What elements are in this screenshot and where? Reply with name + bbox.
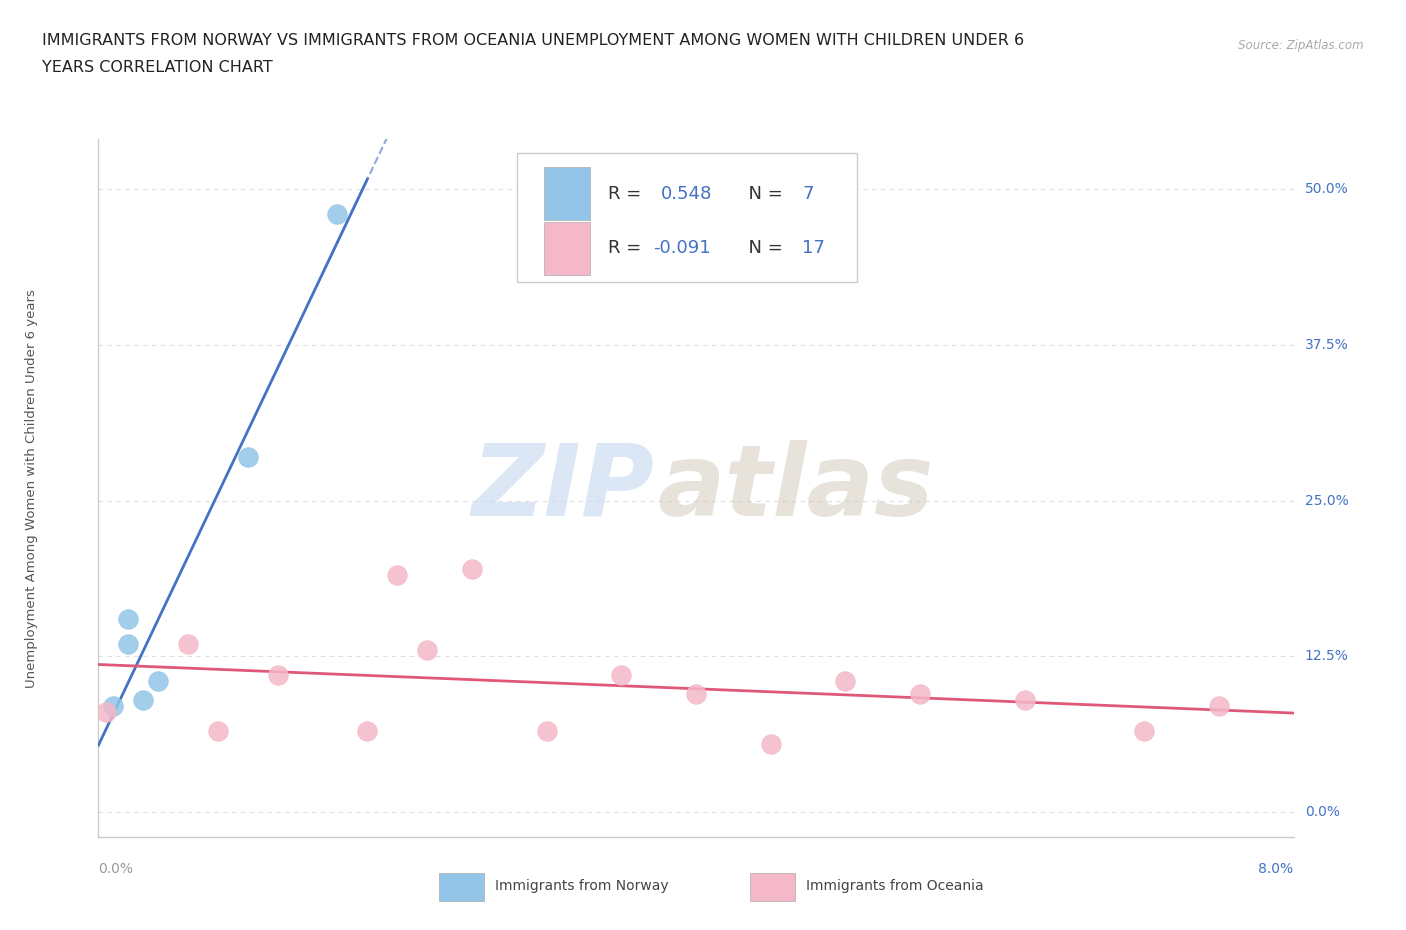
Text: -0.091: -0.091 <box>652 240 710 258</box>
Text: R =: R = <box>607 240 647 258</box>
Point <box>416 643 439 658</box>
Point <box>685 686 707 701</box>
Point <box>1208 698 1230 713</box>
Text: 0.548: 0.548 <box>661 184 713 203</box>
Point <box>132 693 155 708</box>
Text: 7: 7 <box>803 184 814 203</box>
FancyBboxPatch shape <box>439 873 485 901</box>
Point <box>117 636 139 651</box>
Point <box>177 636 200 651</box>
FancyBboxPatch shape <box>749 873 796 901</box>
Point <box>1133 724 1156 738</box>
Text: 0.0%: 0.0% <box>98 862 134 876</box>
Text: 50.0%: 50.0% <box>1305 182 1348 196</box>
Text: 17: 17 <box>803 240 825 258</box>
Text: Immigrants from Norway: Immigrants from Norway <box>495 879 669 893</box>
Point <box>326 206 349 221</box>
Point <box>148 674 170 689</box>
Point <box>536 724 558 738</box>
Point <box>267 668 290 683</box>
Text: R =: R = <box>607 184 647 203</box>
FancyBboxPatch shape <box>544 222 589 274</box>
Point <box>610 668 633 683</box>
Point <box>236 450 259 465</box>
Text: N =: N = <box>737 184 789 203</box>
Text: atlas: atlas <box>658 440 934 537</box>
Point <box>385 568 409 583</box>
FancyBboxPatch shape <box>544 167 589 219</box>
Point <box>1014 693 1036 708</box>
Text: ZIP: ZIP <box>471 440 654 537</box>
Point <box>461 562 484 577</box>
Point <box>207 724 229 738</box>
Text: IMMIGRANTS FROM NORWAY VS IMMIGRANTS FROM OCEANIA UNEMPLOYMENT AMONG WOMEN WITH : IMMIGRANTS FROM NORWAY VS IMMIGRANTS FRO… <box>42 33 1025 47</box>
Text: Immigrants from Oceania: Immigrants from Oceania <box>806 879 984 893</box>
Point <box>759 737 782 751</box>
Text: 0.0%: 0.0% <box>1305 805 1340 819</box>
Point <box>117 612 139 627</box>
Point <box>94 705 117 720</box>
FancyBboxPatch shape <box>517 153 858 283</box>
Text: 25.0%: 25.0% <box>1305 494 1348 508</box>
Point <box>103 698 125 713</box>
Text: 12.5%: 12.5% <box>1305 649 1348 663</box>
Point <box>356 724 378 738</box>
Text: YEARS CORRELATION CHART: YEARS CORRELATION CHART <box>42 60 273 75</box>
Text: N =: N = <box>737 240 789 258</box>
Point <box>834 674 856 689</box>
Point <box>908 686 931 701</box>
Text: Source: ZipAtlas.com: Source: ZipAtlas.com <box>1239 39 1364 52</box>
Text: 8.0%: 8.0% <box>1258 862 1294 876</box>
Text: 37.5%: 37.5% <box>1305 338 1348 352</box>
Text: Unemployment Among Women with Children Under 6 years: Unemployment Among Women with Children U… <box>25 289 38 687</box>
